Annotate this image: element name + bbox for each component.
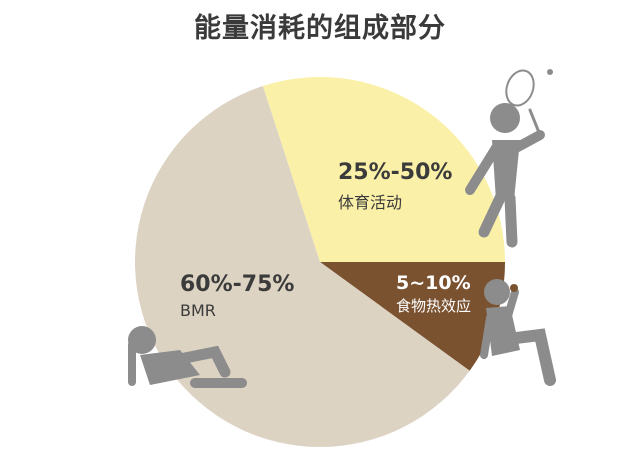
label-sport-value: 25%-50% xyxy=(338,160,453,185)
label-tef: 5~10% 食物热效应 xyxy=(396,272,471,316)
chart-title: 能量消耗的组成部分 xyxy=(194,13,446,44)
label-sport-name: 体育活动 xyxy=(338,193,403,212)
label-tef-value: 5~10% xyxy=(396,272,471,294)
label-bmr-value: 60%-75% xyxy=(180,272,295,297)
reclining-person-icon xyxy=(128,326,247,388)
label-bmr: 60%-75% BMR xyxy=(180,272,294,320)
label-sport: 25%-50% 体育活动 xyxy=(338,160,452,213)
badminton-player-icon xyxy=(465,69,553,248)
pie-slice-1 xyxy=(320,262,505,371)
eating-person-icon xyxy=(480,279,556,386)
label-tef-name: 食物热效应 xyxy=(396,297,472,315)
label-bmr-name: BMR xyxy=(180,301,216,320)
pie-slice-0 xyxy=(262,76,505,263)
